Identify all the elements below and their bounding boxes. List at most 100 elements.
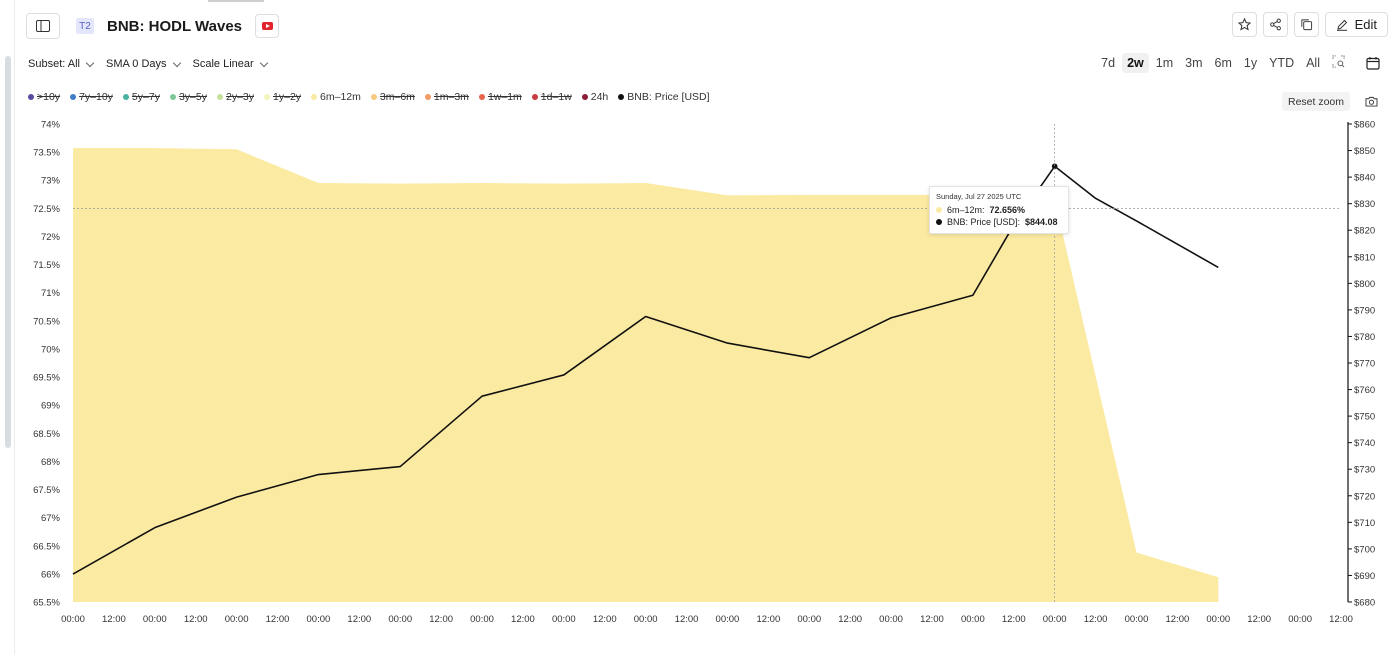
legend-label: 1y–2y (273, 91, 302, 103)
pencil-icon (1336, 19, 1347, 31)
y-left-tick-label: 73% (41, 176, 61, 187)
favorite-button[interactable] (1231, 12, 1257, 37)
tooltip-row-hodl: 6m–12m: 72.656% (936, 204, 1062, 216)
video-tutorial-button[interactable] (255, 14, 280, 38)
legend-label: 1m–3m (433, 91, 469, 103)
x-tick-label: 12:00 (1165, 614, 1189, 625)
x-tick-label: 00:00 (143, 614, 167, 625)
y-left-tick-label: 69.5% (33, 373, 60, 384)
legend-label: 1d–1w (540, 91, 572, 103)
x-tick-label: 12:00 (511, 614, 535, 625)
legend-item[interactable]: 1d–1w (531, 91, 572, 103)
legend-item[interactable]: 1w–1m (478, 91, 522, 103)
time-range-selector: 7d 2w 1m 3m 6m 1y YTD All (1096, 52, 1350, 74)
y-right-tick-label: $820 (1354, 226, 1375, 237)
x-tick-label: 00:00 (61, 614, 85, 625)
legend-label: 7y–10y (79, 91, 113, 103)
legend-dot-icon (70, 94, 77, 100)
y-left-tick-label: 67% (41, 513, 61, 524)
legend-dot-icon (581, 94, 588, 100)
legend-label: 24h (590, 91, 609, 103)
page-title: BNB: HODL Waves (107, 17, 243, 35)
legend-item[interactable]: 24h (581, 91, 609, 103)
legend-label: 5y–7y (131, 91, 160, 103)
range-3m[interactable]: 3m (1185, 56, 1203, 70)
subset-select[interactable]: Subset: All (28, 58, 95, 70)
range-7d[interactable]: 7d (1101, 56, 1116, 70)
page-scrollbar[interactable] (0, 0, 15, 654)
edit-button-label: Edit (1354, 17, 1377, 32)
legend-item[interactable]: 3m–6m (370, 91, 415, 103)
share-button[interactable] (1262, 12, 1288, 37)
legend-dot-icon (169, 94, 176, 100)
tooltip-row-price: BNB: Price [USD]: $844.08 (936, 216, 1062, 228)
x-tick-label: 12:00 (920, 614, 944, 625)
legend-item[interactable]: 1y–2y (264, 91, 301, 103)
legend-item[interactable]: >10y (28, 91, 60, 103)
tooltip-label: 6m–12m: (947, 205, 985, 215)
range-6m[interactable]: 6m (1214, 56, 1232, 70)
x-tick-label: 12:00 (1084, 614, 1108, 625)
sidebar-toggle-button[interactable] (26, 13, 60, 39)
x-tick-label: 12:00 (429, 614, 453, 625)
legend-item[interactable]: 2y–3y (216, 91, 254, 103)
legend-item[interactable]: 6m–12m (311, 91, 361, 103)
y-right-tick-label: $680 (1354, 598, 1375, 609)
x-tick-label: 00:00 (388, 614, 412, 625)
sma-select[interactable]: SMA 0 Days (106, 58, 181, 70)
legend-item[interactable]: 5y–7y (122, 91, 160, 103)
legend-dot-icon (122, 94, 129, 100)
y-left-tick-label: 68.5% (33, 429, 60, 440)
x-tick-label: 00:00 (1206, 614, 1230, 625)
x-tick-label: 00:00 (552, 614, 576, 625)
reset-zoom-button[interactable]: Reset zoom (1282, 92, 1351, 111)
range-1m[interactable]: 1m (1155, 56, 1174, 70)
x-tick-label: 12:00 (1247, 614, 1271, 625)
duplicate-button[interactable] (1293, 12, 1319, 37)
y-left-tick-label: 66.5% (33, 541, 60, 552)
legend-item[interactable]: 7y–10y (70, 91, 113, 103)
x-tick-label: 12:00 (1002, 614, 1026, 625)
legend-item[interactable]: 1m–3m (424, 91, 469, 103)
legend-dot-icon (28, 94, 34, 100)
date-picker-button[interactable] (1361, 52, 1385, 74)
y-right-tick-label: $720 (1354, 491, 1375, 502)
y-right-tick-label: $700 (1354, 544, 1375, 555)
tier-badge: T2 (76, 18, 94, 34)
x-tick-label: 12:00 (593, 614, 617, 625)
legend-dot-icon (311, 94, 318, 100)
y-right-tick-label: $740 (1354, 438, 1375, 449)
y-left-tick-label: 70.5% (33, 316, 60, 327)
range-1y[interactable]: 1y (1243, 56, 1258, 70)
area-series-6m-12m (73, 148, 1219, 602)
y-left-tick-label: 67.5% (33, 485, 60, 496)
legend-label: 3m–6m (379, 91, 415, 103)
legend-item[interactable]: 3y–5y (169, 91, 207, 103)
x-tick-label: 12:00 (838, 614, 862, 625)
legend-dot-icon (424, 94, 431, 100)
range-2w[interactable]: 2w (1122, 53, 1149, 73)
legend-dot-icon (216, 94, 223, 100)
y-left-tick-label: 70% (41, 344, 61, 355)
scale-select[interactable]: Scale Linear (193, 58, 268, 70)
legend-item[interactable]: BNB: Price [USD] (618, 91, 710, 103)
y-left-tick-label: 69% (41, 401, 61, 412)
range-all[interactable]: All (1306, 56, 1320, 70)
edit-button[interactable]: Edit (1324, 12, 1388, 37)
copy-icon (1300, 19, 1312, 31)
zoom-select-button[interactable] (1327, 52, 1350, 74)
y-right-tick-label: $800 (1354, 279, 1375, 290)
range-ytd[interactable]: YTD (1269, 56, 1295, 70)
chart-legend: >10y 7y–10y 5y–7y 3y–5y 2y–3y 1y–2y 6m–12m 3m–6… (28, 91, 710, 103)
y-right-tick-label: $790 (1354, 305, 1375, 316)
y-right-tick-label: $810 (1354, 252, 1375, 263)
screenshot-button[interactable] (1362, 93, 1380, 109)
y-left-tick-label: 71.5% (33, 260, 60, 271)
scrollbar-thumb[interactable] (5, 56, 11, 448)
tooltip-label: BNB: Price [USD]: (947, 217, 1021, 227)
x-tick-label: 00:00 (879, 614, 903, 625)
tooltip-value: 72.656% (989, 205, 1026, 215)
x-tick-label: 00:00 (1043, 614, 1067, 625)
y-right-tick-label: $840 (1354, 173, 1375, 184)
